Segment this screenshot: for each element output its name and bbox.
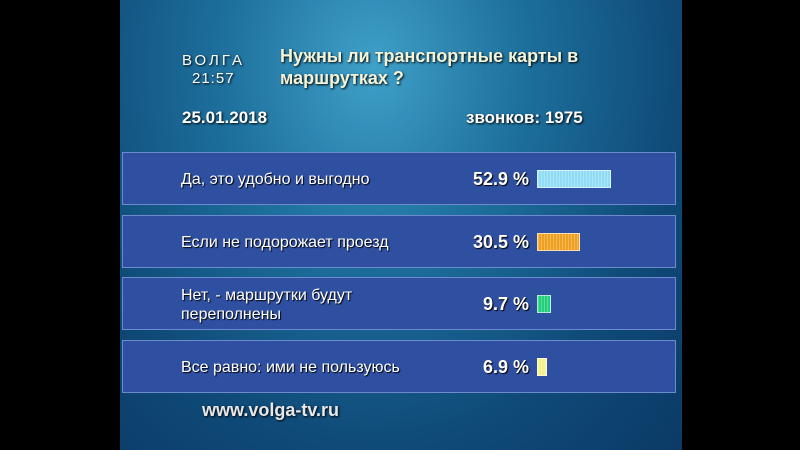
bar <box>537 358 547 376</box>
category-label: Да, это удобно и выгодно <box>181 171 370 188</box>
screen: ВОЛГА 21:57 Нужны ли транспортные карты … <box>120 0 682 450</box>
bar <box>537 295 551 313</box>
answer-row: Если не подорожает проезд 30.5 % <box>122 215 676 268</box>
value-label: 6.9 % <box>482 357 529 377</box>
date: 25.01.2018 <box>182 108 268 127</box>
category-label: Нет, - маршрутки будут переполнены <box>181 286 353 323</box>
answer-row: Все равно: ими не пользуюсь 6.9 % <box>122 340 676 393</box>
answer-row: Нет, - маршрутки будут переполнены 9.7 % <box>122 277 676 330</box>
category-label: Все равно: ими не пользуюсь <box>181 359 400 376</box>
calls-count: звонков: 1975 <box>466 108 583 127</box>
bar <box>537 233 580 251</box>
chart-title: Нужны ли транспортные карты в маршрутках… <box>280 46 579 88</box>
value-label: 30.5 % <box>472 232 529 252</box>
value-label: 9.7 % <box>482 294 529 314</box>
channel-logo: ВОЛГА <box>182 52 245 69</box>
answer-row: Да, это удобно и выгодно 52.9 % <box>122 152 676 205</box>
clock: 21:57 <box>192 70 235 87</box>
bar <box>537 170 612 188</box>
footer-url: www.volga-tv.ru <box>202 400 340 420</box>
value-label: 52.9 % <box>472 169 529 189</box>
category-label: Если не подорожает проезд <box>181 234 389 251</box>
